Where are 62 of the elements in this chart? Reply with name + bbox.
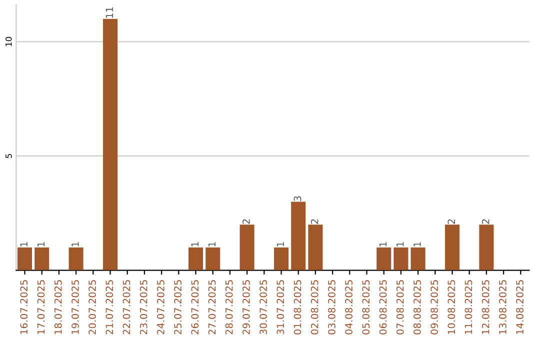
bar	[17, 247, 32, 270]
data-label: 3	[294, 196, 302, 201]
x-tick-label: 17.07.2025	[37, 280, 45, 334]
x-tick-label: 23.07.2025	[140, 280, 148, 334]
x-tick-label: 05.08.2025	[362, 280, 370, 334]
bar	[479, 224, 494, 270]
x-tick-label: 19.07.2025	[72, 280, 79, 334]
x-tick-label: 29.07.2025	[242, 280, 250, 334]
data-label: 2	[448, 219, 455, 224]
data-label: 2	[310, 219, 318, 224]
x-tick-label: 03.08.2025	[328, 280, 336, 334]
bar	[410, 247, 426, 270]
data-label: 1	[208, 242, 216, 246]
data-label: 1	[20, 242, 28, 246]
bar	[376, 247, 392, 270]
x-tick-label: 13.08.2025	[499, 280, 506, 334]
x-tick-label: 06.08.2025	[379, 280, 387, 334]
data-label: 2	[242, 219, 250, 224]
x-tick-label: 11.08.2025	[464, 280, 472, 334]
bar	[68, 247, 84, 270]
bar	[291, 202, 306, 270]
x-tick-label: 24.07.2025	[157, 280, 164, 334]
data-label: 1	[414, 242, 421, 246]
bar	[444, 224, 460, 270]
x-tick-label: 14.08.2025	[516, 280, 524, 334]
x-tick-label: 28.07.2025	[225, 280, 233, 334]
x-tick-label: 18.07.2025	[54, 280, 62, 334]
x-tick-label: 25.07.2025	[174, 280, 182, 334]
x-tick-label: 27.07.2025	[208, 280, 216, 334]
data-label: 1	[396, 242, 404, 246]
data-label: 1	[379, 242, 387, 246]
x-tick-label: 08.08.2025	[414, 280, 421, 334]
y-tick-label: 5	[6, 154, 12, 158]
x-tick-label: 01.08.2025	[294, 280, 302, 334]
x-tick-label: 31.07.2025	[276, 280, 284, 334]
x-tick-label: 26.07.2025	[191, 280, 199, 334]
x-tick-label: 04.08.2025	[345, 280, 352, 334]
x-tick-label: 21.07.2025	[106, 280, 114, 334]
data-label: 1	[37, 242, 45, 246]
bar	[188, 247, 204, 270]
x-tick-label: 10.08.2025	[448, 280, 456, 334]
x-tick-label: 20.07.2025	[88, 280, 96, 334]
data-label: 1	[191, 242, 198, 246]
data-label: 1	[276, 242, 284, 246]
x-tick-label: 30.07.2025	[260, 280, 267, 334]
x-tick-label: 12.08.2025	[482, 280, 490, 334]
bar	[274, 247, 289, 270]
x-tick-label: 16.07.2025	[20, 280, 28, 334]
x-tick-label: 07.08.2025	[396, 280, 404, 334]
bar	[34, 247, 50, 270]
bar	[240, 224, 254, 270]
y-tick-label: 10	[6, 36, 12, 46]
bar	[394, 247, 408, 270]
bar	[308, 224, 323, 270]
bar	[206, 247, 220, 270]
data-label: 1	[72, 242, 79, 246]
data-label: 11	[106, 7, 113, 18]
x-tick-label: 22.07.2025	[122, 280, 130, 334]
x-tick-label: 09.08.2025	[430, 280, 438, 334]
data-label: 2	[482, 219, 490, 224]
bar	[102, 18, 118, 270]
x-tick-label: 02.08.2025	[310, 280, 318, 334]
